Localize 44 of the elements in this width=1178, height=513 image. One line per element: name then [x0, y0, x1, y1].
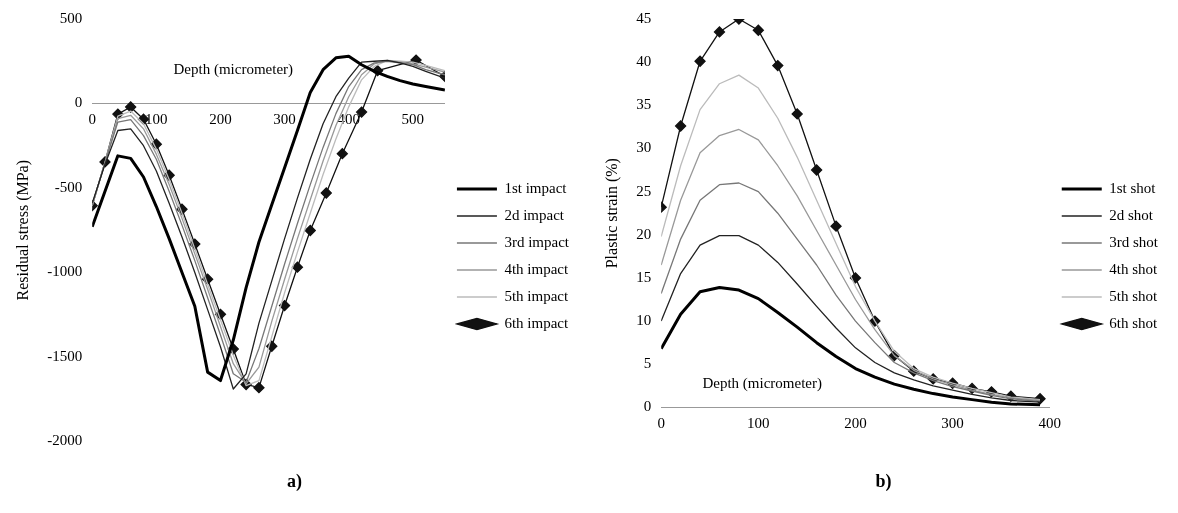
y-tick-label: 45 — [636, 9, 652, 26]
y-tick-label: 20 — [636, 225, 652, 242]
legend-label: 5th shot — [1109, 287, 1158, 304]
legend-label: 4th shot — [1109, 260, 1158, 277]
y-tick-label: 25 — [636, 182, 652, 199]
text: a) — [287, 470, 302, 492]
x-tick-label: 400 — [1038, 415, 1061, 432]
text: b) — [875, 470, 892, 492]
legend-label: 5th impact — [504, 287, 569, 304]
legend-label: 6th shot — [1109, 314, 1158, 331]
x-tick-label: 100 — [747, 415, 770, 432]
x-tick-label: 300 — [941, 415, 964, 432]
legend-label: 2d impact — [504, 206, 565, 223]
x-tick-label: 200 — [209, 111, 232, 128]
x-tick-label: 300 — [273, 111, 296, 128]
y-axis-title: Plastic strain (%) — [602, 158, 621, 269]
legend-label: 3rd shot — [1109, 233, 1159, 250]
x-axis-title: Depth (micrometer) — [702, 375, 822, 393]
x-tick-label: 100 — [145, 111, 168, 128]
x-axis-title: Depth (micrometer) — [173, 60, 294, 78]
y-tick-label: 500 — [59, 9, 83, 26]
y-tick-label: 10 — [636, 312, 652, 329]
y-tick-label: -500 — [54, 178, 83, 195]
y-axis-title: Residual stress (MPa) — [13, 159, 32, 301]
y-tick-label: -1500 — [47, 347, 83, 364]
legend-label: 4th impact — [504, 260, 569, 277]
x-tick-label: 500 — [401, 111, 425, 128]
legend-label: 1st impact — [504, 179, 568, 196]
y-tick-label: 40 — [636, 53, 652, 70]
y-tick-label: 30 — [636, 139, 652, 156]
x-tick-label: 0 — [657, 415, 665, 432]
y-tick-label: 15 — [636, 268, 652, 285]
y-tick-label: 0 — [74, 94, 83, 111]
x-tick-label: 0 — [88, 111, 96, 128]
legend-label: 3rd impact — [504, 233, 570, 250]
y-tick-label: 0 — [643, 398, 652, 415]
y-tick-label: 5 — [643, 355, 652, 372]
y-tick-label: -1000 — [47, 263, 83, 280]
x-tick-label: 200 — [844, 415, 867, 432]
legend-label: 1st shot — [1109, 179, 1157, 196]
y-tick-label: -2000 — [47, 432, 83, 449]
y-tick-label: 35 — [636, 96, 652, 113]
legend-label: 6th impact — [504, 314, 569, 331]
legend-label: 2d shot — [1109, 206, 1154, 223]
